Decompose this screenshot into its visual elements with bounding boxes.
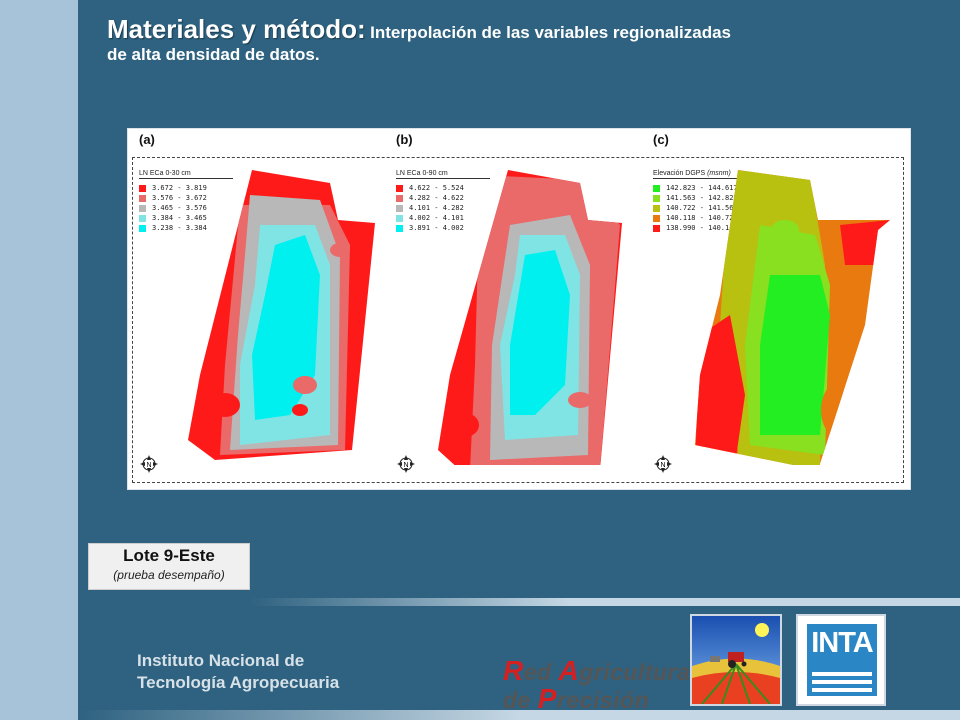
red-agricultura-precision-logo: Red Agricultura de Precisión	[503, 657, 690, 713]
logo-text: de	[503, 687, 538, 713]
legend-c-row: 140.722 - 141.563	[653, 203, 747, 213]
legend-range: 141.563 - 142.823	[666, 194, 738, 202]
institution-name: Instituto Nacional de Tecnología Agropec…	[137, 650, 339, 694]
logo-text: recisión	[556, 687, 650, 713]
legend-swatch	[653, 224, 660, 232]
legend-swatch	[139, 194, 146, 202]
legend-c-row: 140.118 - 140.722	[653, 213, 747, 223]
logo-letter: A	[558, 655, 580, 686]
left-decorative-band	[0, 0, 78, 720]
lote-note: (prueba desempaño)	[113, 568, 225, 582]
north-label: N	[660, 462, 665, 469]
legend-range: 4.002 - 4.101	[409, 214, 464, 222]
legend-c-row: 142.823 - 144.617	[653, 183, 747, 193]
legend-a-row: 3.465 - 3.576	[139, 203, 233, 213]
legend-range: 140.722 - 141.563	[666, 204, 738, 212]
slide-title: Materiales y método: Interpolación de la…	[107, 14, 867, 66]
legend-range: 138.990 - 140.118	[666, 224, 738, 232]
institution-line1: Instituto Nacional de	[137, 651, 305, 670]
legend-a-row: 3.576 - 3.672	[139, 193, 233, 203]
north-arrow-icon: N	[140, 455, 158, 473]
figure-dashed-frame	[132, 157, 904, 483]
inta-logo-text: INTA	[811, 627, 874, 659]
title-main: Materiales y método:	[107, 14, 366, 44]
legend-c-title: Elevación DGPS (msnm)	[653, 170, 747, 179]
legend-range: 3.576 - 3.672	[152, 194, 207, 202]
legend-b-row: 4.002 - 4.101	[396, 213, 490, 223]
legend-swatch	[653, 184, 660, 192]
legend-swatch	[396, 204, 403, 212]
map-c-elevation	[695, 170, 890, 465]
legend-range: 3.465 - 3.576	[152, 204, 207, 212]
north-arrow-icon: N	[397, 455, 415, 473]
legend-a-row: 3.384 - 3.465	[139, 213, 233, 223]
map-b-ec-0-90	[438, 170, 622, 465]
legend-b-row: 4.622 - 5.524	[396, 183, 490, 193]
inta-logo: INTA	[796, 614, 886, 706]
inta-logo-box: INTA	[807, 624, 877, 696]
title-sub-line1: Interpolación de las variables regionali…	[370, 23, 732, 42]
legend-c-row: 138.990 - 140.118	[653, 223, 747, 233]
panel-label-c: (c)	[653, 132, 669, 147]
institution-line2: Tecnología Agropecuaria	[137, 673, 340, 693]
legend-b-row: 3.891 - 4.002	[396, 223, 490, 233]
panel-label-b: (b)	[396, 132, 413, 147]
map-a-ec-0-30	[188, 170, 375, 460]
legend-swatch	[653, 204, 660, 212]
north-label: N	[403, 462, 408, 469]
lote-name: Lote 9-Este	[123, 546, 215, 565]
legend-swatch	[396, 184, 403, 192]
inta-logo-bar	[812, 680, 872, 684]
north-label: N	[146, 462, 151, 469]
legend-c: Elevación DGPS (msnm) 142.823 - 144.617 …	[653, 170, 747, 233]
precision-agriculture-emblem-icon	[690, 614, 782, 706]
legend-c-row: 141.563 - 142.823	[653, 193, 747, 203]
legend-swatch	[653, 214, 660, 222]
legend-range: 3.384 - 3.465	[152, 214, 207, 222]
legend-range: 4.282 - 4.622	[409, 194, 464, 202]
legend-a-row: 3.238 - 3.384	[139, 223, 233, 233]
legend-swatch	[396, 224, 403, 232]
legend-range: 3.891 - 4.002	[409, 224, 464, 232]
logo-text: gricultura	[579, 659, 691, 685]
legend-swatch	[139, 214, 146, 222]
legend-a-title: LN ECa 0-30 cm	[139, 170, 233, 179]
legend-swatch	[396, 194, 403, 202]
legend-c-unit: (msnm)	[707, 170, 731, 177]
legend-range: 3.238 - 3.384	[152, 224, 207, 232]
legend-swatch	[396, 214, 403, 222]
legend-a: LN ECa 0-30 cm 3.672 - 3.819 3.576 - 3.6…	[139, 170, 233, 233]
north-arrow-icon: N	[654, 455, 672, 473]
legend-swatch	[653, 194, 660, 202]
logo-letter: P	[537, 683, 557, 714]
inta-logo-bar	[812, 688, 872, 692]
title-sub-line2: de alta densidad de datos.	[107, 45, 320, 65]
bottom-decorative-stripe	[78, 710, 960, 720]
logo-text: ed	[523, 659, 559, 685]
legend-range: 4.101 - 4.282	[409, 204, 464, 212]
legend-a-row: 3.672 - 3.819	[139, 183, 233, 193]
legend-swatch	[139, 184, 146, 192]
legend-b-row: 4.101 - 4.282	[396, 203, 490, 213]
legend-range: 140.118 - 140.722	[666, 214, 738, 222]
legend-b: LN ECa 0-90 cm 4.622 - 5.524 4.282 - 4.6…	[396, 170, 490, 233]
legend-range: 4.622 - 5.524	[409, 184, 464, 192]
legend-c-title-text: Elevación DGPS	[653, 170, 706, 177]
logo-letter: R	[503, 655, 524, 686]
lote-label-box: Lote 9-Este (prueba desempaño)	[88, 543, 250, 590]
legend-b-title: LN ECa 0-90 cm	[396, 170, 490, 179]
panel-label-a: (a)	[139, 132, 155, 147]
decorative-stripe	[250, 598, 960, 606]
legend-b-row: 4.282 - 4.622	[396, 193, 490, 203]
legend-swatch	[139, 224, 146, 232]
legend-range: 3.672 - 3.819	[152, 184, 207, 192]
legend-swatch	[139, 204, 146, 212]
inta-logo-bar	[812, 672, 872, 676]
legend-range: 142.823 - 144.617	[666, 184, 738, 192]
